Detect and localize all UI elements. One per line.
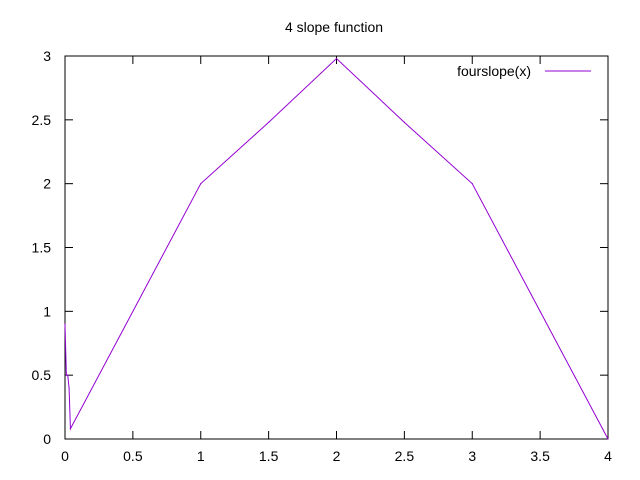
x-tick-label: 2 [333,448,341,464]
x-tick-label: 0 [61,448,69,464]
x-tick-label: 1.5 [259,448,279,464]
y-tick-label: 2 [43,176,51,192]
y-tick-label: 3 [43,48,51,64]
x-tick-label: 0.5 [123,448,143,464]
y-tick-label: 2.5 [32,112,52,128]
series-point [539,310,541,312]
series-line-0 [64,57,609,440]
y-tick-label: 1 [43,303,51,319]
plot-frame [64,55,609,440]
y-axis-ticks: 0 0.5 1 1.5 2 2.5 3 [32,48,608,447]
series-point [65,374,67,376]
series-point [68,387,70,389]
series-point [335,57,338,60]
series-point [200,183,202,185]
legend: fourslope(x) [457,63,591,79]
y-tick-label: 0 [43,431,51,447]
series-point [64,323,66,325]
series-point [69,428,72,430]
series-point [607,438,609,440]
x-tick-label: 1 [197,448,205,464]
series-layer [64,57,609,440]
chart-title: 4 slope function [285,19,383,35]
y-tick-label: 1.5 [32,240,52,256]
x-tick-label: 3.5 [530,448,550,464]
series-point [67,374,69,376]
y-tick-label: 0.5 [32,367,52,383]
x-tick-label: 2.5 [395,448,415,464]
x-tick-label: 4 [604,448,612,464]
x-axis-ticks: 0 0.5 1 1.5 2 2.5 3 3.5 4 [61,56,612,464]
series-point [268,121,270,123]
series-point [403,121,405,123]
series-point [471,183,473,185]
x-tick-label: 3 [468,448,476,464]
legend-label: fourslope(x) [457,63,531,79]
